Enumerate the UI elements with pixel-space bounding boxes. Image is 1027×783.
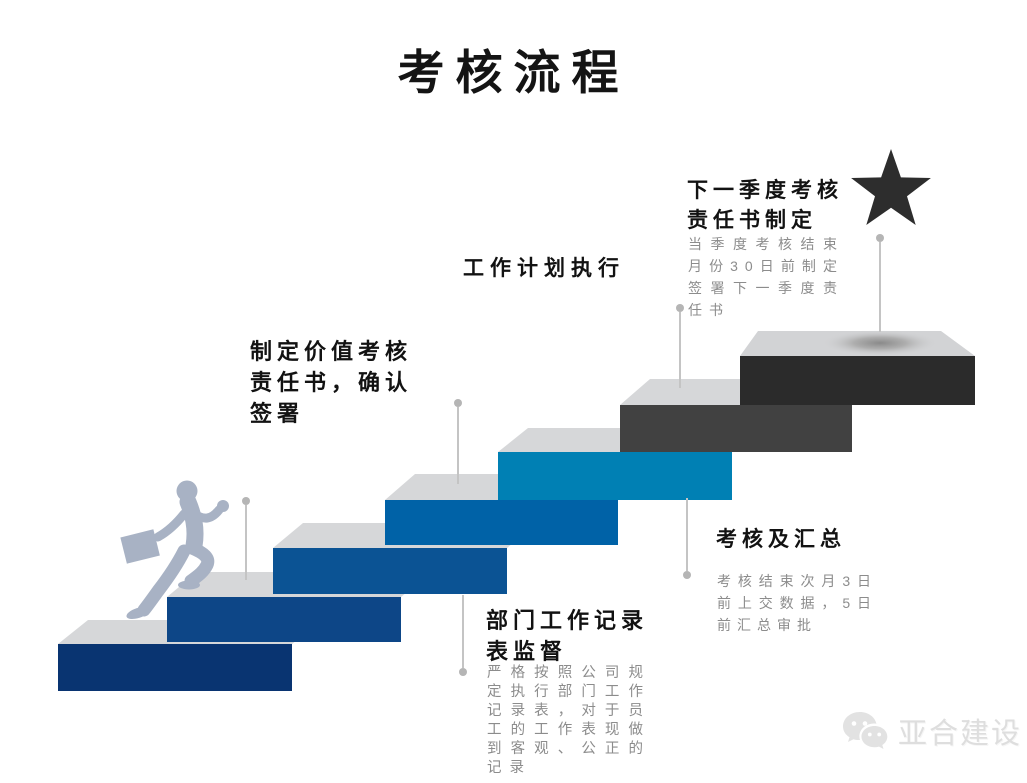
label-assess-summary: 考核及汇总 <box>716 528 846 551</box>
stair-step-7 <box>740 330 975 405</box>
desc-record-supervise: 严格按照公司规定执行部门工作记录表，对于员工的工作表现做到客观、公正的记录 <box>487 665 651 776</box>
connector-star <box>876 234 884 332</box>
wechat-icon <box>843 712 888 749</box>
desc-next-quarter: 当季度考核结束月份30日前制定签署下一季度责任书 <box>688 236 844 318</box>
star-icon <box>851 149 931 225</box>
brand-watermark: 亚合建设 <box>840 708 1022 754</box>
connector-step4 <box>454 399 462 484</box>
connector-summary <box>683 498 691 579</box>
label-contract-sign: 制定价值考核责任书，确认签署 <box>250 339 413 427</box>
connector-step6 <box>676 304 684 388</box>
connector-pins <box>242 234 884 676</box>
top-step-hole <box>822 330 938 356</box>
label-work-plan: 工作计划执行 <box>463 257 625 280</box>
connector-record <box>459 595 467 676</box>
desc-assess-summary: 考核结束次月3日前上交数据，5日前汇总审批 <box>717 573 877 633</box>
label-next-quarter: 下一季度考核责任书制定 <box>687 179 843 232</box>
label-record-supervise: 部门工作记录表监督 <box>486 608 649 665</box>
watermark-text: 亚合建设 <box>898 718 1023 750</box>
connector-step2 <box>242 497 250 580</box>
businessman-climbing-icon <box>120 480 229 620</box>
slide-title: 考核流程 <box>397 46 630 99</box>
